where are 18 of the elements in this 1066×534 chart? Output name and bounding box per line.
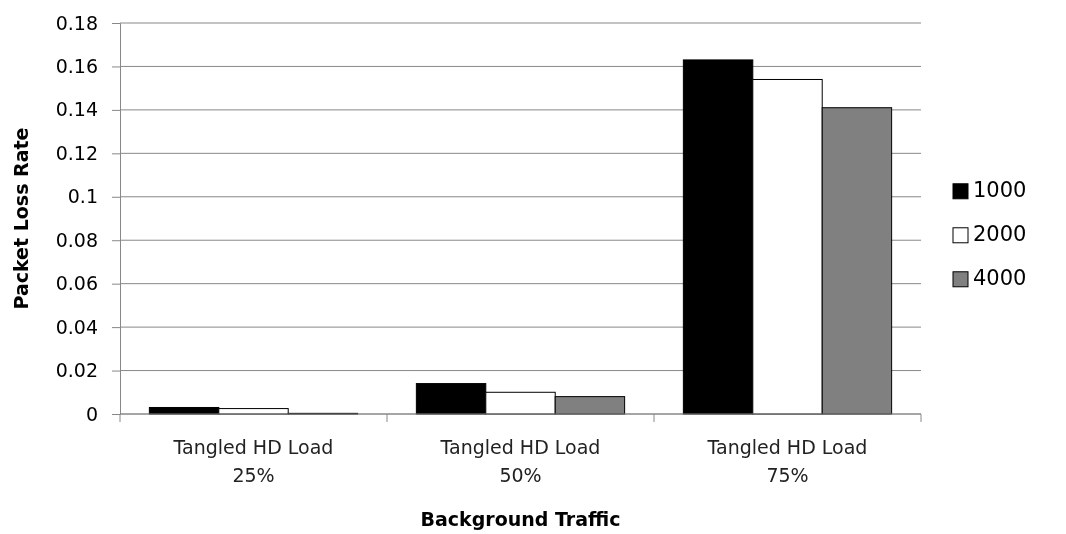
y-tick-label: 0.02 bbox=[55, 359, 98, 382]
y-tick-label: 0.16 bbox=[55, 55, 98, 78]
x-tick-label: Tangled HD Load 50% bbox=[439, 436, 601, 486]
x-tick-label: Tangled HD Load 75% bbox=[706, 436, 868, 486]
y-tick-label: 0.06 bbox=[55, 272, 98, 295]
y-tick-label: 0 bbox=[85, 402, 98, 425]
y-tick-label: 0.04 bbox=[55, 315, 98, 338]
y-tick-label: 0.08 bbox=[55, 228, 98, 251]
y-tick-label: 0.1 bbox=[67, 185, 98, 208]
legend-label: 4000 bbox=[973, 265, 1027, 290]
y-tick-label: 0.14 bbox=[55, 98, 98, 121]
legend-label: 2000 bbox=[973, 221, 1027, 246]
x-axis-title: Background Traffic bbox=[420, 508, 621, 530]
y-tick-label: 0.12 bbox=[55, 141, 98, 164]
x-tick-label: Tangled HD Load 25% bbox=[172, 436, 334, 486]
legend-label: 1000 bbox=[973, 177, 1027, 202]
y-axis-title: Packet Loss Rate bbox=[10, 127, 32, 310]
y-tick-label: 0.18 bbox=[55, 11, 98, 34]
